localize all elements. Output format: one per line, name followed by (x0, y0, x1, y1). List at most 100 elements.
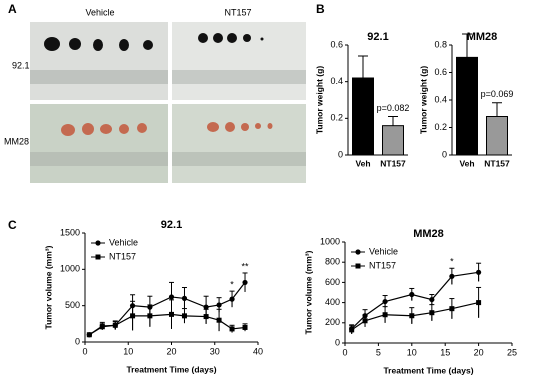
marker (181, 295, 188, 301)
series-line (89, 313, 246, 336)
photos (30, 22, 306, 183)
marker (362, 318, 368, 324)
y-tick-label: 400 (325, 297, 340, 307)
y-tick-label: 1000 (60, 264, 80, 274)
y-tick-label: 1000 (320, 236, 340, 246)
significance: * (230, 280, 234, 290)
x-tick-label: 20 (166, 346, 176, 356)
ruler (172, 152, 306, 166)
marker (449, 306, 455, 312)
photo (30, 104, 168, 183)
photo (172, 22, 306, 100)
x-tick-label: 30 (210, 346, 220, 356)
y-tick-label: 0.2 (434, 122, 447, 132)
ruler (30, 70, 168, 84)
annotation: p=0.082 (377, 103, 410, 113)
x-tick-label: 40 (253, 346, 263, 356)
marker (181, 313, 187, 319)
x-tick-label: 15 (440, 347, 450, 357)
column-label: Vehicle (85, 7, 114, 17)
legend-label: NT157 (109, 251, 136, 261)
y-tick-label: 0 (335, 337, 340, 347)
bar (352, 77, 374, 156)
y-tick-label: 0 (338, 149, 343, 159)
marker (429, 296, 435, 303)
legend-label: Vehicle (109, 237, 138, 247)
y-tick-label: 500 (65, 300, 80, 310)
x-tick-label: 25 (507, 347, 517, 357)
x-tick-label: 10 (123, 346, 133, 356)
marker (130, 313, 136, 319)
row-label: MM28 (4, 136, 29, 146)
y-tick-label: 0.8 (434, 39, 447, 49)
x-tick-label: 5 (376, 347, 381, 357)
y-tick-label: 0.6 (330, 39, 343, 49)
y-tick-label: 600 (325, 277, 340, 287)
ruler (172, 70, 306, 84)
x-tick-label: 10 (407, 347, 417, 357)
x-tick-label: Veh (355, 158, 370, 168)
legend-label: NT157 (369, 260, 396, 270)
y-tick-label: 0 (75, 336, 80, 346)
x-tick-label: Veh (459, 158, 474, 168)
y-tick-label: 0.6 (434, 67, 447, 77)
x-axis-label: Treatment Time (days) (126, 364, 216, 374)
marker (409, 313, 415, 319)
y-axis-label: Tumor weight (g) (314, 66, 324, 134)
x-axis-label: Treatment Time (days) (383, 365, 473, 375)
significance: * (450, 257, 454, 267)
row-label: 92.1 (12, 60, 30, 70)
marker (382, 312, 388, 318)
annotation: p=0.069 (481, 89, 514, 99)
x-tick-label: NT157 (484, 158, 510, 168)
bar (382, 125, 404, 156)
bar (456, 56, 478, 156)
marker (429, 310, 435, 316)
marker (99, 324, 105, 330)
marker (242, 324, 248, 330)
series-line (88, 282, 246, 336)
bar (486, 116, 508, 156)
chart-title: 92.1 (161, 219, 182, 231)
marker (449, 273, 455, 279)
chart-title: 92.1 (367, 31, 388, 43)
marker (229, 326, 235, 332)
marker (216, 317, 222, 323)
marker (168, 294, 175, 300)
y-tick-label: 1500 (60, 227, 80, 237)
x-tick-label: 0 (82, 346, 87, 356)
y-axis-label: Tumor volume (mm³) (43, 245, 53, 329)
marker (203, 314, 209, 320)
column-label: NT157 (224, 7, 251, 17)
marker (112, 322, 118, 328)
y-tick-label: 200 (325, 317, 340, 327)
series-line (351, 271, 479, 330)
marker (382, 298, 388, 305)
marker (203, 304, 209, 310)
marker (476, 300, 482, 306)
panel-label: C (8, 218, 17, 232)
photo (30, 22, 168, 100)
y-tick-label: 0 (442, 149, 447, 159)
legend-marker (355, 249, 361, 255)
marker (409, 291, 415, 298)
marker (349, 327, 355, 333)
panel-label: A (8, 2, 17, 16)
legend-label: Vehicle (369, 246, 398, 256)
marker (216, 302, 222, 308)
tumors (44, 33, 264, 51)
y-axis-label: Tumor weight (g) (418, 66, 428, 134)
y-tick-label: 0.4 (434, 94, 447, 104)
ruler (30, 152, 168, 166)
marker (229, 296, 235, 302)
legend-marker (355, 263, 361, 269)
x-tick-label: 20 (474, 347, 484, 357)
marker (476, 269, 482, 275)
series-line (351, 302, 479, 331)
y-tick-label: 800 (325, 257, 340, 267)
chart-title: MM28 (413, 228, 444, 240)
x-tick-label: 0 (342, 347, 347, 357)
chart-title: MM28 (467, 31, 498, 43)
